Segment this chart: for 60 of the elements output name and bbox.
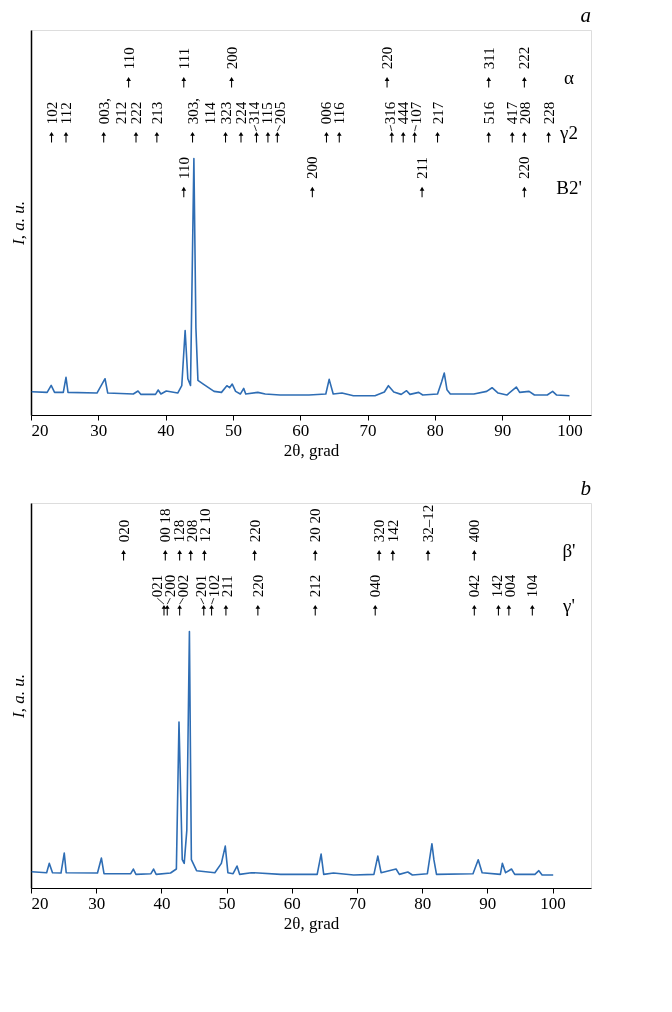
annotation: 32–12	[420, 504, 437, 543]
annotation: 20 20	[307, 508, 324, 543]
annotation: 323	[217, 101, 234, 125]
annotation: 228	[540, 101, 557, 125]
annotation: 110	[175, 157, 192, 180]
annotation: 400	[466, 519, 483, 543]
x-axis-title: 2θ, grad	[283, 440, 340, 460]
annotation: 311	[480, 47, 497, 70]
chart-title: a	[580, 3, 591, 27]
x-tick-label: 40	[157, 420, 175, 440]
annotation: 220	[246, 519, 263, 543]
x-tick-label: 70	[348, 893, 366, 913]
annotation: 104	[524, 574, 541, 598]
annotation: 212	[307, 574, 324, 598]
chart-title: b	[580, 476, 591, 500]
annotation: 222	[516, 46, 533, 70]
x-tick-label: 20	[31, 893, 49, 913]
series-label: B2'	[556, 177, 582, 199]
x-tick-label: 100	[540, 893, 566, 913]
annotation: 303, 114	[184, 97, 218, 125]
x-tick-label: 60	[283, 893, 301, 913]
annotation: 102	[43, 101, 60, 125]
annotation: 220	[379, 46, 396, 70]
x-tick-label: 40	[153, 893, 171, 913]
annotation: 220	[516, 156, 533, 180]
x-tick-label: 30	[88, 893, 106, 913]
annotation: 040	[367, 574, 384, 598]
annotation: 213	[148, 101, 165, 125]
x-tick-label: 80	[414, 893, 432, 913]
series-label: α	[564, 67, 575, 89]
annotation: 020	[115, 519, 132, 543]
annotation: 042	[466, 574, 483, 598]
annotation: 200	[223, 46, 240, 70]
x-tick-label: 20	[31, 420, 49, 440]
annotation: 211	[414, 157, 431, 180]
x-tick-label: 70	[359, 420, 377, 440]
annotation: 222	[128, 101, 144, 125]
y-axis-title: I, a. u.	[8, 201, 28, 246]
series-label: γ2	[559, 122, 578, 144]
text: β'	[562, 540, 576, 562]
x-tick-label: 90	[494, 420, 512, 440]
x-tick-label: 90	[479, 893, 497, 913]
x-tick-label: 50	[218, 893, 236, 913]
annotation: 224	[233, 101, 249, 125]
x-tick-label: 80	[426, 420, 444, 440]
annotation: 003, 212	[95, 97, 129, 125]
annotation: 110	[120, 47, 137, 70]
x-tick-label: 60	[292, 420, 310, 440]
x-tick-label: 100	[557, 420, 583, 440]
x-tick-label: 50	[224, 420, 242, 440]
series-label: γ'	[562, 595, 575, 617]
x-axis-title: 2θ, grad	[283, 913, 340, 933]
annotation: 516	[480, 101, 497, 125]
y-axis-title: I, a. u.	[8, 674, 28, 719]
annotation: 112	[58, 102, 74, 125]
annotation: 217	[429, 101, 446, 125]
annotation: 220	[249, 574, 266, 598]
x-tick-label: 30	[90, 420, 108, 440]
annotation: 200	[304, 156, 321, 180]
annotation: 111	[175, 47, 192, 70]
